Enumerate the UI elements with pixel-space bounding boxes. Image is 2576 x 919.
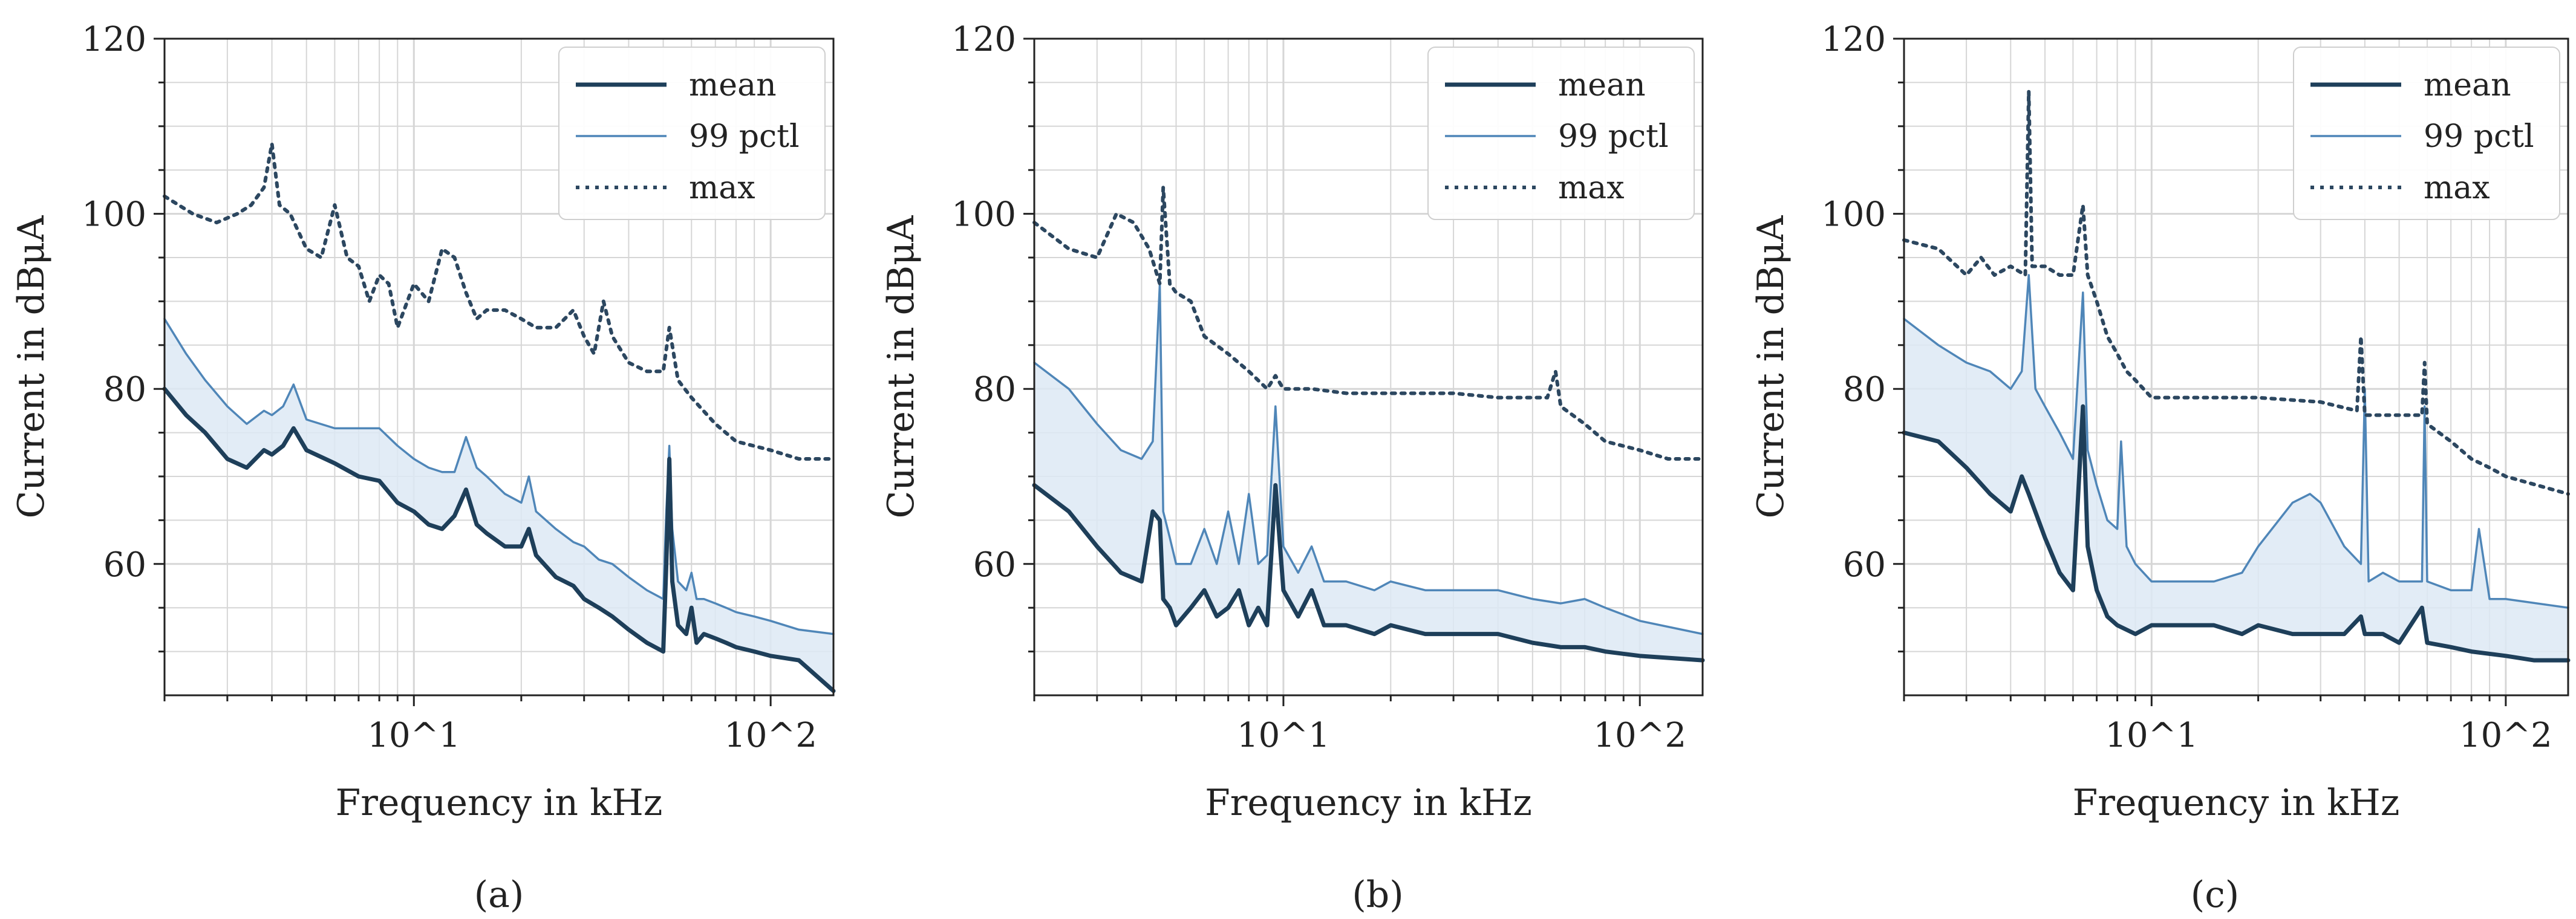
- series-line-99-pctl: [1033, 282, 1704, 635]
- band-mean-to-99pctl: [1904, 274, 2568, 661]
- x-tick-label: 10^1: [1237, 716, 1330, 755]
- y-axis-label: Current in dBμA: [10, 215, 53, 519]
- band-mean-to-99pctl: [1034, 284, 1703, 661]
- band-mean-to-99pctl: [165, 319, 833, 691]
- y-tick-label: 80: [1843, 370, 1886, 409]
- series-line-mean: [162, 386, 836, 693]
- y-tick-label: 120: [82, 20, 146, 59]
- y-tick-label: 100: [82, 195, 146, 235]
- x-axis-label: Frequency in kHz: [2073, 782, 2400, 824]
- caption-c: (c): [2191, 874, 2239, 916]
- legend-box: [2293, 47, 2560, 220]
- legend-label: 99 pctl: [1558, 119, 1669, 155]
- series-line-99-pctl: [1903, 274, 2569, 609]
- plot-frame: [163, 37, 835, 697]
- y-tick-label: 80: [973, 370, 1016, 409]
- plot-frame: [1903, 37, 2569, 697]
- y-axis-label: Current in dBμA: [880, 215, 922, 519]
- y-tick-label: 60: [973, 545, 1016, 585]
- x-tick-label: 10^2: [2459, 716, 2552, 755]
- legend: mean 99 pctl max: [2293, 47, 2560, 220]
- caption-a: (a): [474, 874, 524, 916]
- y-tick-label: 120: [1821, 20, 1886, 59]
- series-line-mean: [1032, 482, 1705, 663]
- series-line-max: [163, 141, 835, 461]
- series-line-99-pctl: [163, 317, 835, 635]
- legend: mean 99 pctl max: [1427, 47, 1695, 220]
- legend-label: 99 pctl: [2424, 119, 2534, 155]
- legend-label: mean: [689, 67, 777, 103]
- x-tick-label: 10^1: [367, 716, 460, 755]
- legend-label: mean: [1558, 67, 1646, 103]
- y-tick-label: 60: [1843, 545, 1886, 585]
- legend-label: max: [2424, 170, 2490, 206]
- legend-label: 99 pctl: [689, 119, 800, 155]
- y-tick-label: 80: [103, 370, 146, 409]
- chart-panel-a: 10^1 10^2 60 80 100 120 Frequency in kHz Curren…: [10, 20, 836, 824]
- y-axis-label: Current in dBμA: [1750, 215, 1792, 519]
- series-line-max: [1902, 89, 2570, 496]
- x-tick-label: 10^2: [724, 716, 817, 755]
- legend: mean 99 pctl max: [558, 47, 826, 220]
- chart-panel-b: 10^1 10^2 60 80 100 120 Frequency in kHz Curren…: [880, 20, 1705, 824]
- legend-box: [1427, 47, 1695, 220]
- legend-box: [558, 47, 826, 220]
- y-tick-label: 60: [103, 545, 146, 585]
- caption-b: (b): [1352, 874, 1403, 916]
- x-tick-label: 10^2: [1593, 716, 1686, 755]
- legend-label: max: [1558, 170, 1625, 206]
- series-line-max: [1032, 186, 1704, 461]
- x-tick-label: 10^1: [2105, 716, 2198, 755]
- legend-label: max: [689, 170, 755, 206]
- plot-frame: [1033, 37, 1704, 697]
- series-line-mean: [1902, 404, 2571, 663]
- y-tick-label: 100: [951, 195, 1016, 235]
- chart-panel-c: 10^1 10^2 60 80 100 120 Frequency in kHz Curren…: [1750, 20, 2571, 824]
- y-tick-label: 100: [1821, 195, 1886, 235]
- legend-label: mean: [2424, 67, 2511, 103]
- x-axis-label: Frequency in kHz: [1205, 782, 1532, 824]
- x-axis-label: Frequency in kHz: [336, 782, 663, 824]
- y-tick-label: 120: [951, 20, 1016, 59]
